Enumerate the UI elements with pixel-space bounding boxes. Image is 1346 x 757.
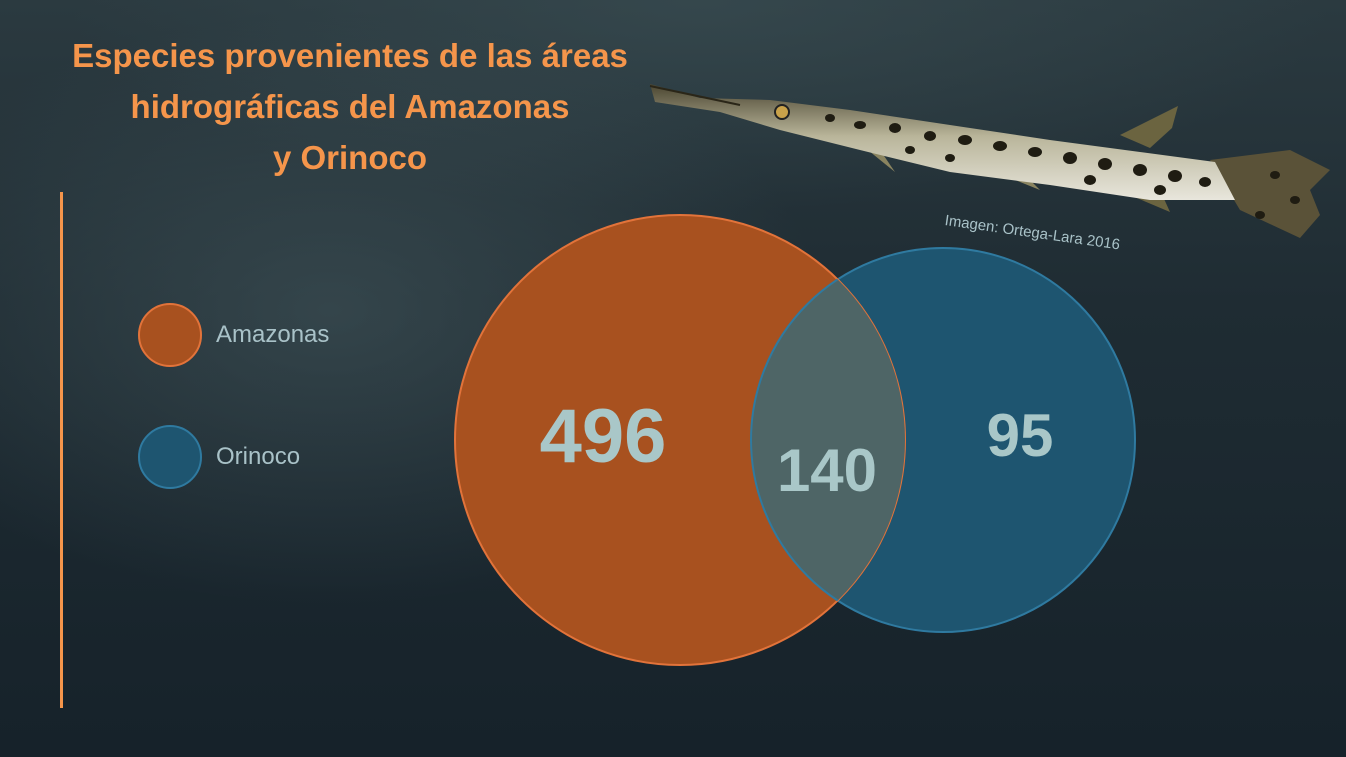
title-line-2: hidrográficas del Amazonas	[130, 88, 570, 125]
accent-divider	[60, 192, 63, 708]
fish-eye	[774, 104, 790, 120]
legend-label-amazonas: Amazonas	[216, 321, 330, 348]
fish-spots	[825, 114, 1300, 219]
venn-overlap-outline	[750, 247, 905, 633]
title-line-1: Especies provenientes de las áreas	[72, 37, 628, 74]
venn-value-intersection: 140	[777, 437, 877, 504]
dorsal-fin	[1120, 106, 1178, 148]
tail-fin	[1210, 150, 1330, 238]
legend-swatch-orinoco	[138, 425, 202, 489]
venn-value-orinoco: 95	[987, 402, 1054, 469]
page-title: Especies provenientes de las áreas hidro…	[40, 30, 660, 183]
venn-overlap	[751, 248, 905, 632]
spotted-gar-fish-image	[649, 84, 1330, 238]
legend-item-orinoco: Orinoco	[138, 425, 300, 489]
legend-swatch-amazonas	[138, 303, 202, 367]
legend-label-orinoco: Orinoco	[216, 443, 301, 470]
title-line-3: y Orinoco	[272, 139, 428, 176]
legend-item-amazonas: Amazonas	[138, 303, 329, 367]
venn-value-amazonas: 496	[540, 394, 667, 479]
fish-body	[650, 84, 1235, 200]
fish-snout	[649, 85, 741, 106]
